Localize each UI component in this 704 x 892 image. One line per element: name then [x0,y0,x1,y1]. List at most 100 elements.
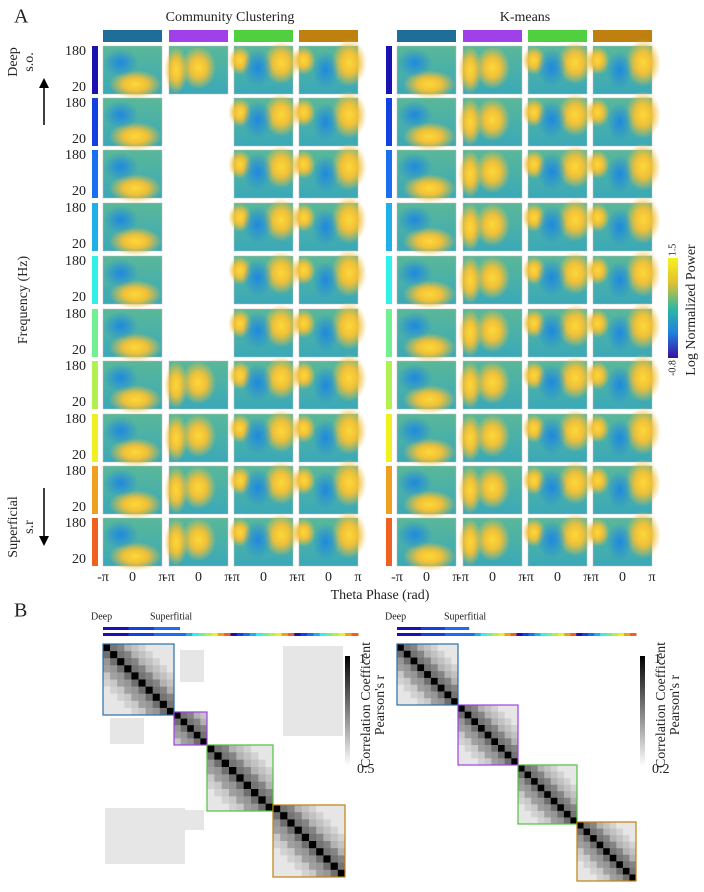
matrix-cell [537,765,545,772]
layer-strip [558,633,565,636]
y-tick-label: 20 [72,80,86,95]
matrix-cell [117,665,125,673]
heatmap-blob [242,416,273,455]
group-title: K-means [500,10,551,25]
matrix-cell [577,848,584,856]
layer-strip [432,627,440,630]
matrix-cell [484,718,492,726]
matrix-cell [437,677,445,685]
matrix-cell [287,833,295,842]
matrix-cell [251,767,259,775]
heatmap-blob [103,100,139,130]
matrix-cell [616,867,624,875]
matrix-cell [207,752,215,760]
heatmap-blob [536,152,567,191]
matrix-cell [518,797,525,805]
layer-strip [432,633,440,636]
matrix-cell [229,774,237,782]
matrix-cell [471,705,479,712]
matrix-patch [105,808,185,864]
matrix-cell [511,745,519,752]
matrix-cell [229,767,237,775]
matrix-cell [451,650,459,658]
matrix-cell [550,778,558,785]
layer-strip [450,627,458,630]
matrix-cell [570,791,578,799]
y-tick-label: 180 [65,44,86,59]
matrix-cell [471,751,479,759]
matrix-cell [207,745,215,753]
x-tick-label: π [354,570,361,585]
heatmap-blob [557,409,593,453]
heatmap-blob [625,301,661,350]
heatmap-blob [291,46,316,75]
matrix-cell [511,751,519,759]
matrix-cell [511,731,519,739]
cluster-bar [528,30,587,42]
y-tick-label: 180 [65,201,86,216]
matrix-cell [287,812,295,820]
matrix-cell [159,707,168,716]
matrix-cell [110,679,118,687]
matrix-cell [478,751,485,759]
heatmap-blob [331,510,367,559]
matrix-cell [583,822,591,829]
matrix-cell [629,835,637,842]
layer-bar [386,361,392,409]
heatmap-blob [458,414,482,462]
heatmap-blob [108,70,162,99]
layer-strip [534,633,541,636]
matrix-cell [273,819,281,827]
matrix-cell [117,651,125,659]
matrix-cell [524,765,532,772]
layer-strip [224,633,231,636]
matrix-cell [124,707,132,716]
heatmap-blob [263,198,299,242]
x-tick-label: 0 [619,570,626,585]
heatmap-blob [397,363,433,393]
matrix-cell [577,835,584,842]
matrix-cell [531,817,538,825]
matrix-cell [103,693,111,702]
arrow-head [39,78,49,88]
matrix-cell [596,822,604,829]
matrix-cell [103,679,111,687]
layer-bar [92,361,98,409]
x-tick-label: -π [587,570,599,585]
matrix-cell [236,759,244,768]
matrix-cell [511,725,519,732]
matrix-cell [236,789,244,797]
matrix-cell [131,679,139,687]
matrix-cell [138,651,146,659]
matrix-cell [410,664,418,672]
matrix-cell [258,774,266,782]
matrix-cell [603,828,611,836]
matrix-patch [283,646,343,736]
heatmap-blob [108,438,162,467]
layer-strip [179,633,187,636]
matrix-cell [221,752,230,760]
matrix-cell [410,644,418,652]
matrix-cell [124,658,132,666]
matrix-cell [214,752,222,760]
matrix-cell [265,767,274,775]
matrix-cell [504,718,512,726]
matrix-cell [138,665,146,673]
matrix-cell [251,774,259,782]
layer-bar [386,150,392,198]
heatmap-blob [606,313,633,353]
matrix-cell [504,751,512,759]
colorbar-min: -0.8 [667,360,678,376]
x-tick-label: -π [293,570,305,585]
layer-bar [92,46,98,94]
layer-strip [462,633,470,636]
layer-strip [516,633,523,636]
heatmap-blob [557,304,593,348]
matrix-cell [622,874,630,882]
heatmap-blob [536,100,567,139]
matrix-cell [563,797,571,805]
matrix-cell [193,712,201,719]
layer-strip [236,633,244,636]
layer-strip [275,633,282,636]
heatmap-blob [402,280,457,309]
